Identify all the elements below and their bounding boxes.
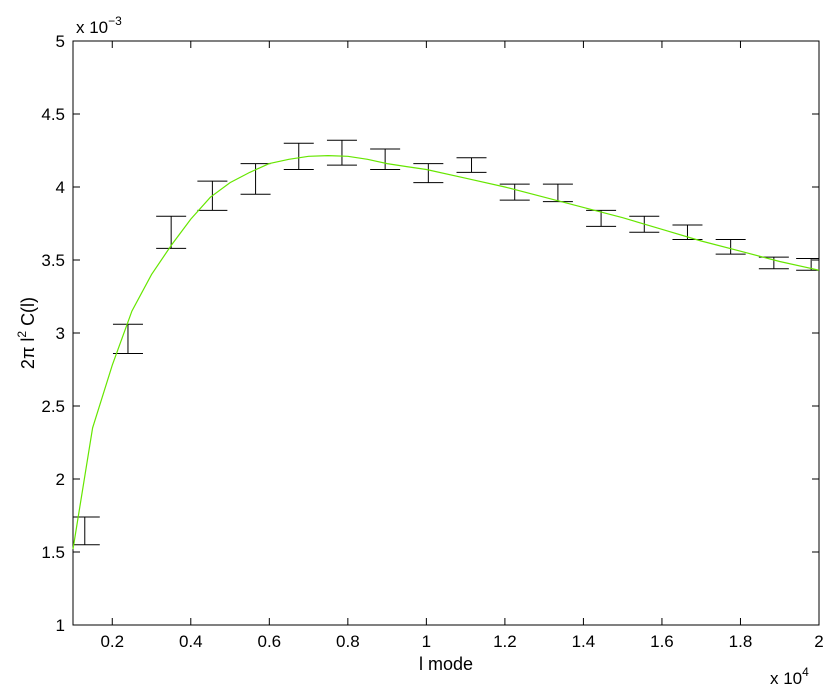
fit-curve-line <box>72 154 820 550</box>
errorbar <box>499 183 530 201</box>
errorbar <box>112 323 143 354</box>
y-tick-label: 4.5 <box>41 105 65 124</box>
y-axis-title: 2π l2 C(l) <box>15 297 38 369</box>
x-axis-title: l mode <box>419 654 473 674</box>
errorbar <box>240 163 271 195</box>
x-tick-label: 2 <box>814 632 823 651</box>
x-tick-label: 0.6 <box>257 632 281 651</box>
x-tick-label: 1.6 <box>650 632 674 651</box>
y-axis: 1 1.5 2 2.5 3 3.5 4 4.5 5 <box>41 32 819 635</box>
y-exponent-power: −3 <box>108 14 122 28</box>
y-tick-label: 3.5 <box>41 251 65 270</box>
errorbar <box>156 215 187 249</box>
errorbar <box>413 163 444 184</box>
x-exponent-label: x 104 <box>770 665 809 685</box>
y-tick-label: 5 <box>56 32 65 51</box>
y-tick-label: 1.5 <box>41 543 65 562</box>
y-tick-label: 2.5 <box>41 397 65 416</box>
y-axis-title-base: 2π l <box>18 338 38 369</box>
x-tick-label: 1.2 <box>493 632 517 651</box>
errorbar <box>586 209 617 227</box>
x-tick-label: 1 <box>422 632 431 651</box>
y-tick-label: 1 <box>56 616 65 635</box>
x-tick-label: 1.4 <box>572 632 596 651</box>
x-tick-label: 0.8 <box>336 632 360 651</box>
y-tick-label: 3 <box>56 324 65 343</box>
x-exponent-power: 4 <box>802 665 809 679</box>
x-exponent-base: x 10 <box>770 669 802 685</box>
y-tick-label: 4 <box>56 178 65 197</box>
x-axis: 0.2 0.4 0.6 0.8 1 1.2 1.4 1.6 1.8 2 <box>100 41 824 651</box>
y-tick-label: 2 <box>56 470 65 489</box>
errorbar <box>73 516 100 546</box>
plot-area <box>72 40 820 626</box>
errorbar <box>542 183 573 203</box>
errorbar <box>326 139 357 166</box>
y-axis-title-sup: 2 <box>15 331 29 338</box>
y-axis-title-tail: C(l) <box>18 297 38 331</box>
x-tick-label: 0.4 <box>179 632 203 651</box>
errorbar <box>283 142 314 170</box>
y-exponent-base: x 10 <box>76 18 108 37</box>
x-tick-label: 0.2 <box>100 632 124 651</box>
x-tick-label: 1.8 <box>729 632 753 651</box>
y-exponent-label: x 10−3 <box>76 14 122 37</box>
errorbar <box>715 239 746 255</box>
errorbar <box>370 148 401 170</box>
errorbar <box>456 157 487 173</box>
errorbar-series <box>73 139 819 546</box>
